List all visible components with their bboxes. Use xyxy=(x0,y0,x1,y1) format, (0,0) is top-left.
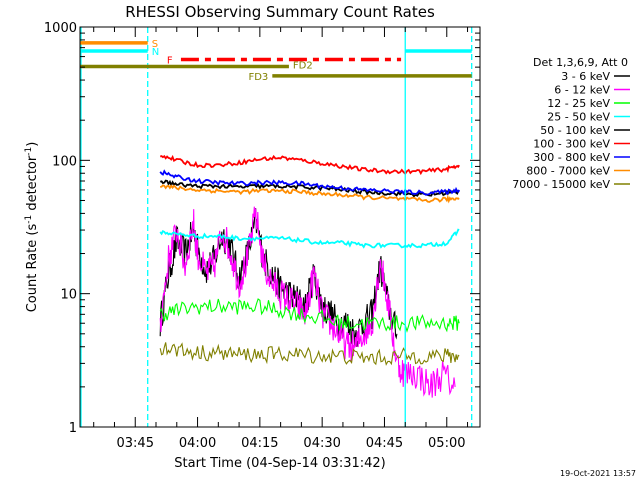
legend-label-0: 3 - 6 keV xyxy=(561,70,610,83)
series-5 xyxy=(159,154,460,176)
flag-label-3: F xyxy=(167,56,173,67)
y-axis-label-main: Count Rate (s xyxy=(25,224,40,313)
series-line-6 xyxy=(159,169,460,196)
y-tick-label-2: 100 xyxy=(52,154,77,169)
series-line-0 xyxy=(159,208,398,347)
series-line-7 xyxy=(160,184,460,204)
flag-label-0: S xyxy=(152,39,158,50)
series-2 xyxy=(159,298,460,333)
y-tick-label-0: 1 xyxy=(69,421,77,436)
flag-label-4: FD2 xyxy=(293,61,313,72)
chart-title: RHESSI Observing Summary Count Rates xyxy=(125,3,435,21)
footer-date: 19-Oct-2021 13:57 xyxy=(560,469,636,478)
series-line-3 xyxy=(159,228,460,249)
series-0 xyxy=(159,208,398,347)
flag-label-5: FD3 xyxy=(248,72,268,83)
legend-label-7: 800 - 7000 keV xyxy=(526,165,610,178)
x-tick-label-1: 04:00 xyxy=(179,436,216,451)
plot-area: SNF FD2 FD3 1 10 100 1000 03:45 04:00 04:15 04:30 0… xyxy=(44,21,481,451)
series-line-1 xyxy=(159,206,456,398)
x-tick-label-0: 03:45 xyxy=(117,436,154,451)
x-tick-label-4: 04:45 xyxy=(366,436,403,451)
series-6 xyxy=(159,169,460,196)
legend-label-4: 50 - 100 keV xyxy=(540,124,610,137)
series-1 xyxy=(159,206,456,398)
series-line-5 xyxy=(159,154,460,176)
flag-label-1: N xyxy=(152,47,159,58)
series-8 xyxy=(159,342,460,366)
y-axis-label-sup1: -1 xyxy=(24,215,34,224)
series-7 xyxy=(160,184,460,204)
series-3 xyxy=(159,228,460,249)
y-axis-label-sup2: -1 xyxy=(24,147,34,156)
y-axis-label: Count Rate (s-1 detector-1) xyxy=(24,142,40,313)
y-tick-label-1: 10 xyxy=(60,288,77,303)
legend-label-3: 25 - 50 keV xyxy=(547,111,610,124)
legend-label-5: 100 - 300 keV xyxy=(533,138,610,151)
x-tick-label-2: 04:15 xyxy=(241,436,278,451)
x-tick-label-5: 05:00 xyxy=(428,436,465,451)
legend-label-6: 300 - 800 keV xyxy=(533,151,610,164)
legend-label-8: 7000 - 15000 keV xyxy=(512,178,610,191)
legend-label-1: 6 - 12 keV xyxy=(554,84,610,97)
legend-label-2: 12 - 25 keV xyxy=(547,97,610,110)
series-line-8 xyxy=(159,342,460,366)
plot-frame xyxy=(79,26,481,428)
y-axis-label-end: ) xyxy=(25,142,40,147)
x-tick-label-3: 04:30 xyxy=(303,436,340,451)
x-axis-label: Start Time (04-Sep-14 03:31:42) xyxy=(174,456,385,471)
y-axis-label-mid: detector xyxy=(25,155,40,215)
series-line-2 xyxy=(159,298,460,333)
legend-header: Det 1,3,6,9, Att 0 xyxy=(533,56,628,69)
y-tick-label-3: 1000 xyxy=(44,21,77,36)
